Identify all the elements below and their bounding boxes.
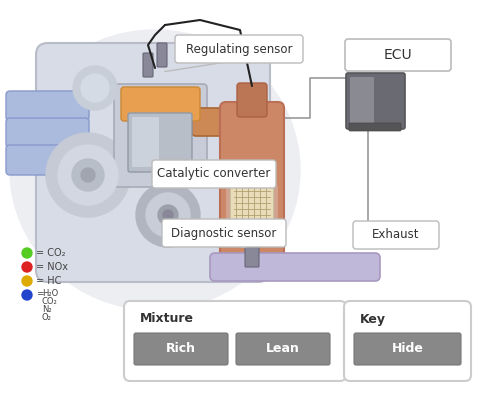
Circle shape (73, 66, 117, 110)
Circle shape (158, 205, 178, 225)
Circle shape (146, 193, 190, 237)
Text: = CO₂: = CO₂ (36, 248, 65, 258)
Text: Regulating sensor: Regulating sensor (186, 43, 292, 55)
FancyBboxPatch shape (36, 43, 270, 282)
Text: = HC: = HC (36, 276, 61, 286)
FancyBboxPatch shape (121, 87, 200, 121)
FancyBboxPatch shape (210, 253, 380, 281)
Text: Lean: Lean (266, 342, 300, 356)
Circle shape (22, 248, 32, 258)
Text: Mixture: Mixture (140, 312, 194, 326)
Text: N₂: N₂ (42, 305, 52, 314)
Circle shape (136, 183, 200, 247)
Circle shape (22, 290, 32, 300)
FancyBboxPatch shape (157, 43, 167, 67)
Circle shape (81, 74, 109, 102)
Circle shape (163, 210, 173, 220)
FancyBboxPatch shape (346, 73, 405, 129)
FancyBboxPatch shape (114, 84, 207, 187)
FancyBboxPatch shape (162, 219, 286, 247)
FancyBboxPatch shape (353, 221, 439, 249)
FancyBboxPatch shape (6, 118, 89, 148)
Text: Catalytic converter: Catalytic converter (157, 168, 271, 180)
FancyBboxPatch shape (226, 184, 278, 247)
Circle shape (81, 168, 95, 182)
FancyBboxPatch shape (220, 102, 284, 259)
Circle shape (46, 133, 130, 217)
FancyBboxPatch shape (6, 91, 89, 121)
Text: CO₂: CO₂ (42, 297, 58, 306)
FancyBboxPatch shape (152, 160, 276, 188)
Text: Diagnostic sensor: Diagnostic sensor (171, 227, 276, 239)
Text: Rich: Rich (166, 342, 196, 356)
FancyBboxPatch shape (132, 117, 159, 167)
Text: Exhaust: Exhaust (372, 229, 420, 241)
Text: O₂: O₂ (42, 313, 52, 322)
Text: =: = (36, 289, 44, 298)
FancyBboxPatch shape (143, 53, 153, 77)
FancyBboxPatch shape (349, 123, 401, 131)
FancyBboxPatch shape (230, 166, 274, 225)
FancyBboxPatch shape (354, 333, 461, 365)
Text: H₂O: H₂O (42, 289, 58, 298)
FancyBboxPatch shape (134, 333, 228, 365)
Text: Hide: Hide (392, 342, 423, 356)
FancyBboxPatch shape (245, 247, 259, 267)
FancyBboxPatch shape (344, 301, 471, 381)
FancyBboxPatch shape (236, 333, 330, 365)
FancyBboxPatch shape (350, 77, 374, 125)
Text: Key: Key (360, 312, 386, 326)
FancyBboxPatch shape (237, 83, 267, 117)
Circle shape (72, 159, 104, 191)
Text: ECU: ECU (384, 48, 412, 62)
FancyBboxPatch shape (175, 35, 303, 63)
Circle shape (58, 145, 118, 205)
Ellipse shape (10, 30, 300, 310)
Circle shape (22, 262, 32, 272)
FancyBboxPatch shape (6, 145, 89, 175)
FancyBboxPatch shape (124, 301, 346, 381)
Text: = NOx: = NOx (36, 262, 68, 272)
FancyBboxPatch shape (128, 113, 192, 172)
Circle shape (22, 276, 32, 286)
FancyBboxPatch shape (345, 39, 451, 71)
FancyBboxPatch shape (192, 108, 275, 136)
